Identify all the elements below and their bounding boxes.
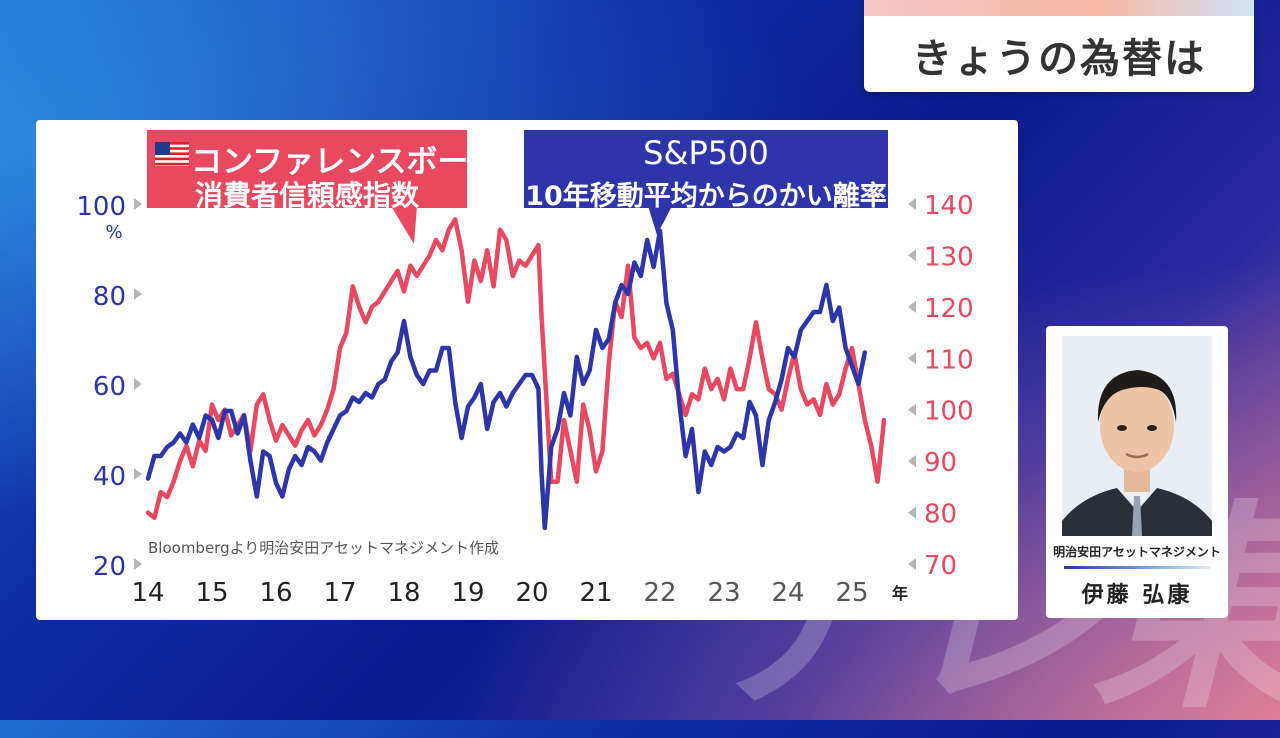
left-tick-label: 60 [93,372,126,402]
right-tick-label: 110 [924,345,974,375]
right-tick-label: 120 [924,294,974,324]
consumer-confidence-subtitle: 消費者信頼感指数 [194,179,419,212]
pink-callout-pointer [391,206,417,244]
left-tick-arrow [134,288,142,300]
topic-banner: きょうの為替は [864,0,1254,92]
right-tick-arrow [908,300,916,313]
x-tick-label: 15 [195,578,228,608]
x-tick-label: 24 [771,578,804,608]
right-tick-label: 130 [924,242,974,272]
right-tick-label: 80 [924,500,957,530]
line-chart: 20 40 60 80 100 70 80 90 100 110 120 130 140 14 15 16… [76,191,974,608]
sp500-title: S&P500 [643,134,769,172]
topic-title: きょうの為替は [912,36,1206,82]
commentator-card: 明治安田アセットマネジメント 伊藤 弘康 [1046,326,1228,618]
commentator-name: 伊藤 弘康 [1081,583,1193,608]
commentator-photo [1062,336,1212,536]
blue-callout-pointer [648,206,672,235]
commentator-company: 明治安田アセットマネジメント [1053,545,1221,559]
x-tick-label: 16 [259,578,292,608]
topic-accent-bar [864,0,1254,16]
right-tick-arrow [908,249,916,262]
x-tick-label: 21 [579,578,612,608]
left-tick-arrow [134,558,142,570]
right-tick-arrow [908,455,916,468]
consumer-confidence-line [145,217,887,520]
name-divider [1064,566,1210,569]
left-tick-label: 100 [76,192,126,222]
consumer-confidence-title: コンファレンスボード [191,144,500,180]
person-portrait-icon [1062,336,1212,536]
right-tick-arrow [908,506,916,519]
left-tick-arrow [134,378,142,390]
sp500-deviation-line [145,228,868,531]
right-tick-label: 90 [924,448,957,478]
x-tick-label: 23 [707,578,740,608]
right-tick-label: 100 [924,397,974,427]
left-tick-arrow [134,468,142,480]
left-tick-label: 40 [93,462,126,492]
right-tick-label: 140 [924,191,974,221]
right-tick-label: 70 [924,551,957,581]
us-flag-icon [155,142,189,166]
left-tick-label: 20 [93,552,126,582]
chart-panel: 20 40 60 80 100 70 80 90 100 110 120 130 140 14 15 16… [36,120,1018,620]
left-axis-unit: % [105,222,122,243]
x-tick-label: 17 [323,578,356,608]
left-tick-label: 80 [93,282,126,312]
x-tick-label: 18 [387,578,420,608]
x-axis-unit: 年 [892,584,908,603]
x-tick-label: 14 [131,578,164,608]
right-tick-arrow [908,558,916,570]
right-tick-arrow [908,198,916,210]
right-tick-arrow [908,352,916,365]
sp500-subtitle: 10年移動平均からのかい離率 [525,181,887,212]
consumer-confidence-label: コンファレンスボード 消費者信頼感指数 [147,130,499,212]
right-tick-arrow [908,403,916,416]
x-tick-label: 25 [835,578,868,608]
x-tick-label: 20 [515,578,548,608]
x-tick-label: 22 [643,578,676,608]
x-tick-label: 19 [451,578,484,608]
sp500-label: S&P500 10年移動平均からのかい離率 [524,130,888,212]
left-tick-arrow [134,198,142,210]
source-note: Bloombergより明治安田アセットマネジメント作成 [148,539,499,557]
